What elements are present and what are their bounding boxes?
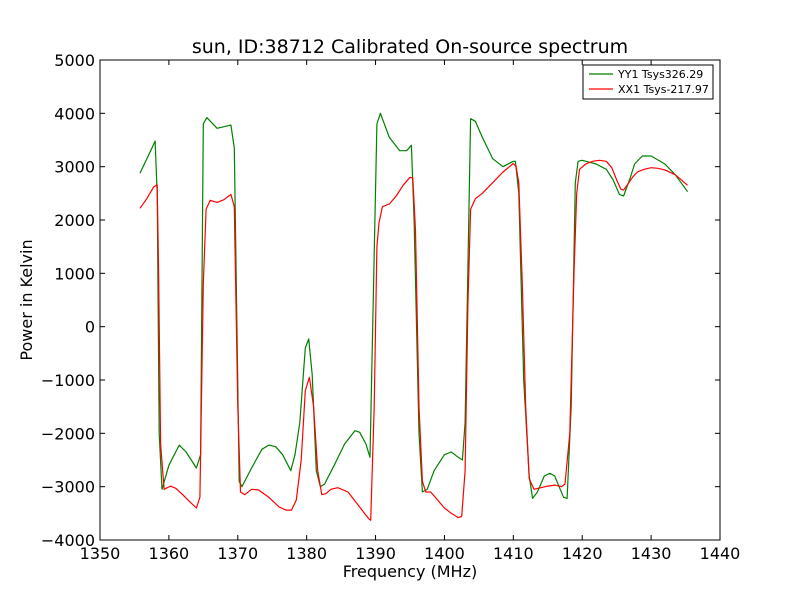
x-tick-label: 1370 <box>217 544 258 563</box>
legend-label-yy1: YY1 Tsys326.29 <box>617 68 703 81</box>
y-tick-label: −4000 <box>41 531 95 550</box>
x-axis-ticks: 1350 1360 1370 1380 1390 1400 1410 1420 1430 1440 <box>80 60 741 563</box>
x-tick-label: 1350 <box>80 544 121 563</box>
x-tick-label: 1380 <box>286 544 327 563</box>
y-tick-label: 2000 <box>54 211 95 230</box>
y-tick-label: −3000 <box>41 478 95 497</box>
y-tick-label: 0 <box>85 318 95 337</box>
series-layer <box>139 112 689 521</box>
plot-area <box>100 60 720 540</box>
y-tick-label: 3000 <box>54 158 95 177</box>
y-tick-label: 4000 <box>54 104 95 123</box>
x-tick-label: 1400 <box>424 544 465 563</box>
x-tick-label: 1420 <box>562 544 603 563</box>
y-tick-label: −1000 <box>41 371 95 390</box>
plot-frame <box>99 59 721 541</box>
x-tick-label: 1410 <box>493 544 534 563</box>
y-tick-label: −2000 <box>41 424 95 443</box>
y-tick-label: 1000 <box>54 264 95 283</box>
legend-box <box>582 64 714 100</box>
x-tick-label: 1440 <box>700 544 741 563</box>
chart-title: sun, ID:38712 Calibrated On-source spect… <box>192 36 628 58</box>
legend-label-xx1: XX1 Tsys-217.97 <box>618 83 709 96</box>
y-tick-label: 5000 <box>54 51 95 70</box>
x-tick-label: 1390 <box>355 544 396 563</box>
legend: YY1 Tsys326.29 XX1 Tsys-217.97 <box>582 64 714 100</box>
x-tick-label: 1360 <box>149 544 190 563</box>
x-tick-label: 1430 <box>631 544 672 563</box>
series-line-xx1 <box>139 159 688 521</box>
x-axis-label: Frequency (MHz) <box>343 562 477 581</box>
y-axis-ticks: −4000 −3000 −2000 −1000 0 1000 2000 3000 4000 500… <box>41 51 720 550</box>
y-axis-label: Power in Kelvin <box>17 239 36 360</box>
